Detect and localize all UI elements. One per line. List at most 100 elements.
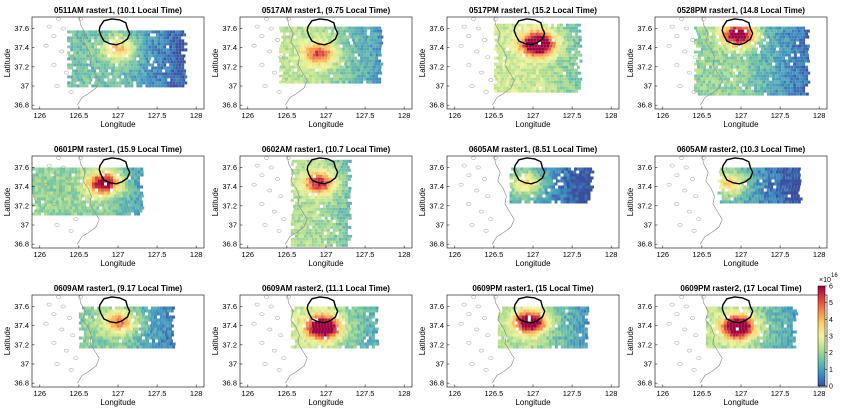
island <box>51 63 57 67</box>
panel-map <box>458 156 595 245</box>
panel-4: 0528PM raster1, (14.8 Local Time) 126 126.… <box>626 6 828 129</box>
island <box>271 70 277 75</box>
island <box>471 17 477 21</box>
x-axis-label: Longitude <box>515 398 551 407</box>
y-tick-label: 37.2 <box>222 201 237 210</box>
y-tick-label: 37.4 <box>222 182 237 191</box>
y-tick-label: 37.6 <box>637 302 652 311</box>
island <box>674 34 680 38</box>
island <box>51 202 57 206</box>
y-tick-label: 37.4 <box>14 43 29 52</box>
island <box>686 70 692 75</box>
x-tick-label: 127.5 <box>771 250 790 259</box>
island <box>482 177 487 181</box>
x-tick-label: 127 <box>320 389 333 398</box>
coastline <box>700 156 723 245</box>
x-tick-label: 126.5 <box>70 111 89 120</box>
x-axis-label: Longitude <box>723 398 759 407</box>
y-tick-label: 37.4 <box>222 321 237 330</box>
y-tick-label: 37.2 <box>222 340 237 349</box>
colorbar-tick-label: 1 <box>829 367 833 374</box>
panel-title: 0601PM raster1, (15.9 Local Time) <box>54 145 182 154</box>
y-tick-label: 36.8 <box>222 101 237 110</box>
panel-map <box>666 156 803 245</box>
island <box>267 327 273 332</box>
y-tick-label: 36.8 <box>222 240 237 249</box>
island <box>51 341 57 345</box>
coastline <box>492 17 515 106</box>
island <box>693 55 699 60</box>
panel-title: 0605AM raster1, (8.51 Local Time) <box>469 145 598 154</box>
y-axis-label: Latitude <box>3 48 12 77</box>
island <box>259 341 265 345</box>
panel-map <box>43 17 188 106</box>
island <box>68 229 74 233</box>
y-tick-label: 37.4 <box>14 321 29 330</box>
coastline <box>77 156 100 245</box>
island <box>259 173 265 177</box>
island <box>271 209 277 214</box>
island <box>493 295 498 299</box>
heat-raster <box>717 167 803 204</box>
panel-2: 0517AM raster1, (9.75 Local Time) 126 126.… <box>211 6 413 129</box>
heat-raster <box>279 26 384 84</box>
y-tick-label: 37 <box>21 221 29 230</box>
island <box>674 202 680 206</box>
x-tick-label: 127.5 <box>148 250 167 259</box>
island <box>276 229 282 233</box>
x-axis-label: Longitude <box>308 398 344 407</box>
x-tick-label: 127 <box>527 250 540 259</box>
x-tick-label: 127 <box>112 389 125 398</box>
y-tick-label: 37.2 <box>429 340 444 349</box>
y-tick-label: 36.8 <box>429 379 444 388</box>
island <box>51 312 57 316</box>
x-tick-label: 126.5 <box>278 250 297 259</box>
island <box>693 194 699 199</box>
x-tick-label: 126 <box>657 111 670 120</box>
island <box>268 165 274 170</box>
y-tick-label: 37.2 <box>637 62 652 71</box>
island <box>251 182 257 187</box>
island <box>59 327 65 332</box>
island <box>488 217 494 221</box>
y-tick-label: 37.4 <box>637 321 652 330</box>
island <box>60 165 66 170</box>
island <box>474 188 480 193</box>
coastline <box>492 295 515 384</box>
island <box>264 17 270 21</box>
x-tick-label: 127 <box>735 250 748 259</box>
island <box>51 173 57 177</box>
island <box>63 70 69 75</box>
island <box>690 316 695 320</box>
colorbar-tick-label: 6 <box>829 284 833 291</box>
island <box>469 84 475 88</box>
panel-3: 0517PM raster1, (15.2 Local Time) 126 126.… <box>418 6 620 129</box>
x-tick-label: 126 <box>34 111 47 120</box>
island <box>262 362 268 366</box>
island <box>51 34 57 38</box>
x-tick-label: 128 <box>813 250 826 259</box>
island <box>686 348 692 353</box>
island <box>478 209 484 214</box>
y-tick-label: 36.8 <box>14 101 29 110</box>
x-tick-label: 127 <box>320 111 333 120</box>
x-tick-label: 127 <box>735 389 748 398</box>
island <box>683 26 689 31</box>
island <box>286 295 291 299</box>
y-tick-label: 37.2 <box>14 201 29 210</box>
island <box>677 84 683 88</box>
island <box>73 217 79 221</box>
island <box>46 302 52 307</box>
city-boundary <box>98 157 131 185</box>
island <box>254 163 260 168</box>
colorbar-tick-label: 2 <box>829 350 833 357</box>
island <box>488 356 494 360</box>
heat-raster <box>694 26 811 96</box>
panel-title: 0609PM raster2, (17 Local Time) <box>680 284 802 293</box>
x-tick-label: 126.5 <box>70 250 89 259</box>
island <box>677 362 683 366</box>
heat-raster <box>509 167 595 204</box>
x-tick-label: 126 <box>657 250 670 259</box>
x-tick-label: 127 <box>735 111 748 120</box>
island <box>276 90 282 94</box>
